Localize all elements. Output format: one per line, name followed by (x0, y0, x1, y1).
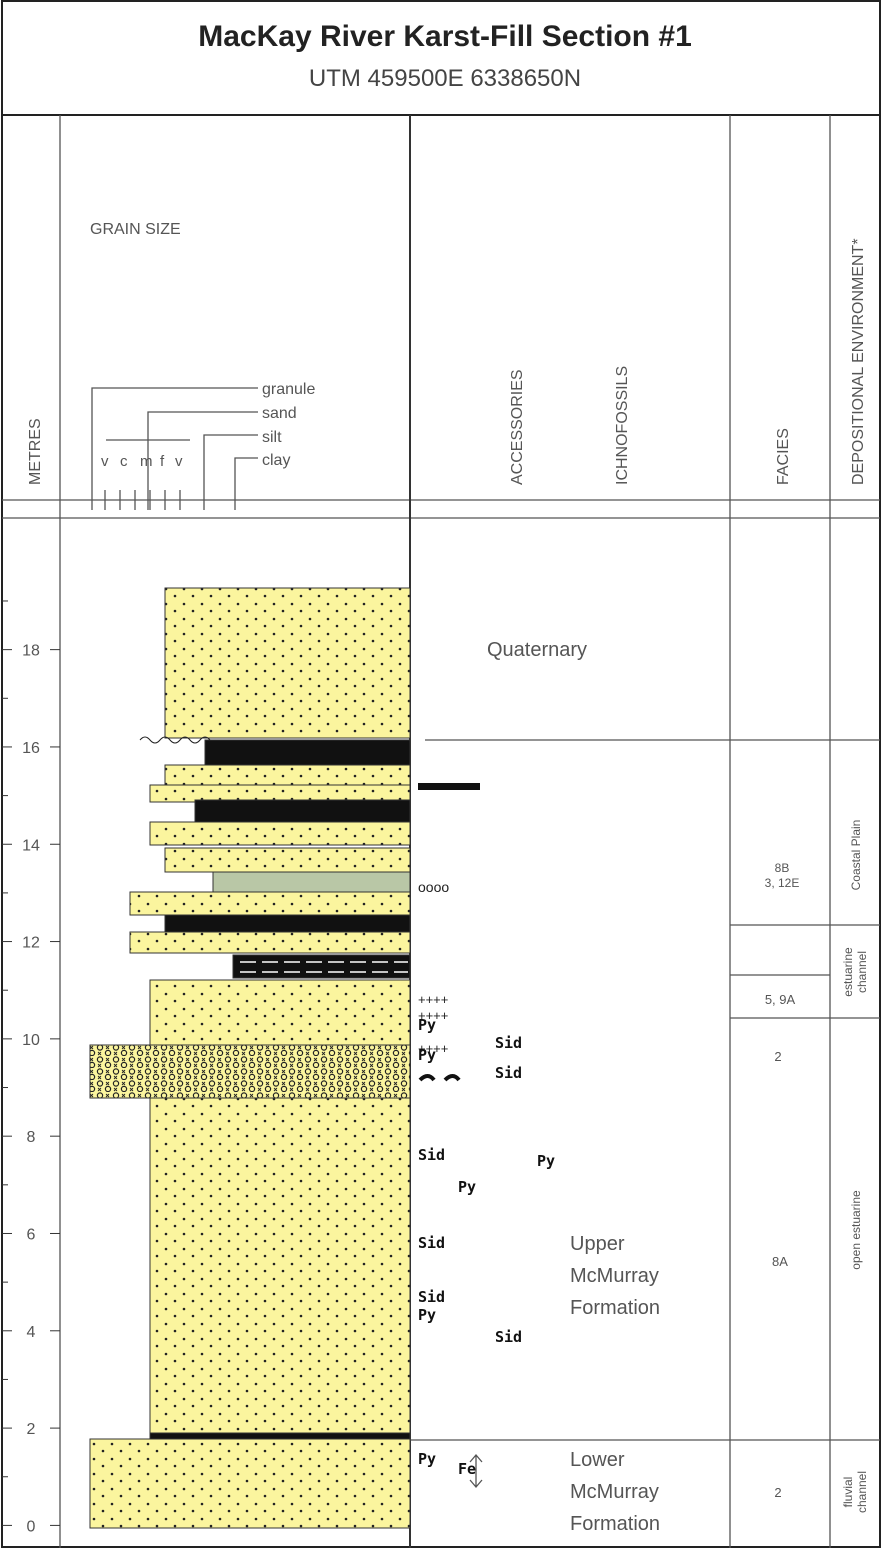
tick-label: 4 (27, 1324, 36, 1341)
bed (150, 785, 410, 802)
accessory: Sid (418, 1234, 445, 1252)
accessory: Sid (418, 1146, 445, 1164)
grain-grade: v (175, 453, 183, 470)
subtitle: UTM 459500E 6338650N (309, 65, 581, 92)
tick-label: 16 (22, 740, 40, 757)
bed (205, 740, 410, 765)
column-header: METRES (27, 418, 44, 485)
bed (233, 955, 410, 978)
column-header: ICHNOFOSSILS (614, 366, 631, 485)
bed (165, 765, 410, 785)
unit: Upper (570, 1233, 625, 1255)
grain-class: silt (262, 429, 282, 446)
environment: Coastal Plain (849, 820, 863, 891)
unit: McMurray (570, 1481, 659, 1503)
bed (90, 1439, 410, 1528)
accessory: Py (418, 1450, 436, 1468)
tick-label: 6 (27, 1226, 36, 1243)
grain-grade: v (101, 453, 109, 470)
bed (150, 1433, 410, 1439)
tick-label: 2 (27, 1421, 36, 1438)
facies: 3, 12E (765, 876, 800, 890)
facies: 2 (774, 1485, 781, 1500)
bed (130, 932, 410, 953)
environment: estuarine (841, 947, 855, 997)
tick-label: 12 (22, 935, 40, 952)
bed (195, 800, 410, 822)
unit: Lower (570, 1449, 625, 1471)
bed (165, 588, 410, 738)
unit: Formation (570, 1513, 660, 1535)
grain-grade: f (160, 453, 165, 470)
grain-class: sand (262, 405, 297, 422)
accessory: Sid (418, 1288, 445, 1306)
grain-class: clay (262, 452, 290, 469)
column-header: ACCESSORIES (509, 369, 526, 485)
environment: fluvial (841, 1477, 855, 1508)
bed (150, 1098, 410, 1433)
bed (165, 848, 410, 872)
accessory: Py (418, 1306, 436, 1324)
coal-symbol (418, 783, 480, 790)
unit: Formation (570, 1297, 660, 1319)
bed (213, 872, 410, 892)
environment: channel (855, 951, 869, 993)
unit: McMurray (570, 1265, 659, 1287)
grain-legend-lines (92, 388, 258, 510)
environment: open estuarine (849, 1190, 863, 1270)
tick-label: 8 (27, 1129, 36, 1146)
accessory: Sid (495, 1328, 522, 1346)
stratigraphic-column: MacKay River Karst-Fill Section #1 UTM 4… (0, 0, 884, 1548)
column-header: DEPOSITIONAL ENVIRONMENT* (850, 238, 867, 485)
column-header: FACIES (775, 428, 792, 485)
facies: 8B (775, 861, 790, 875)
tick-label: 18 (22, 643, 40, 660)
grain-grade: m (140, 453, 153, 470)
accessory: Fe (458, 1460, 476, 1478)
beds (90, 588, 410, 1528)
accessory: Sid (495, 1064, 522, 1082)
grain-grade: c (120, 453, 128, 470)
bed (150, 980, 410, 1045)
tick-label: 0 (27, 1518, 36, 1535)
bed (130, 892, 410, 915)
facies: 2 (774, 1049, 781, 1064)
environment: channel (855, 1471, 869, 1513)
symbol: oooo (418, 879, 449, 895)
bed (90, 1045, 410, 1098)
accessory: Py (418, 1046, 436, 1064)
title: MacKay River Karst-Fill Section #1 (198, 20, 692, 53)
facies: 8A (772, 1254, 788, 1269)
facies: 5, 9A (765, 992, 796, 1007)
symbol (420, 1076, 459, 1080)
accessory: Sid (495, 1034, 522, 1052)
bed (150, 822, 410, 845)
accessory: Py (537, 1152, 555, 1170)
grain-class: granule (262, 381, 315, 398)
accessory: Py (458, 1178, 476, 1196)
unit: Quaternary (487, 639, 587, 661)
column-header: GRAIN SIZE (90, 221, 181, 238)
symbol: ++++ (418, 992, 448, 1007)
accessory: Py (418, 1016, 436, 1034)
tick-label: 14 (22, 837, 40, 854)
tick-label: 10 (22, 1032, 40, 1049)
